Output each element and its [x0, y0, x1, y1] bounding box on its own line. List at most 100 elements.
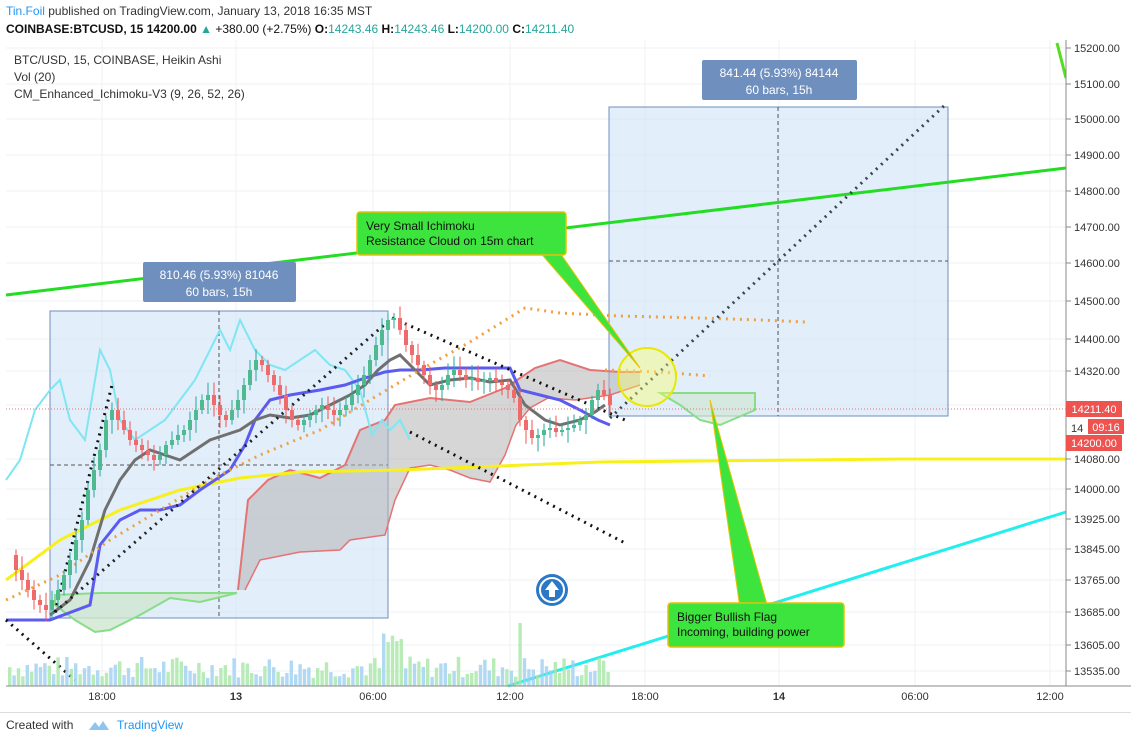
volume-bar	[21, 676, 25, 686]
volume-bar	[78, 674, 82, 686]
volume-bar	[232, 658, 236, 686]
volume-bar	[390, 635, 395, 686]
volume-bar	[575, 676, 579, 686]
volume-bar	[236, 677, 241, 686]
volume-bar	[197, 662, 201, 686]
volume-bar	[118, 661, 122, 686]
volume-bar	[434, 667, 439, 686]
candle-body	[380, 330, 384, 345]
candle-body	[308, 415, 312, 420]
volume-bars	[8, 622, 610, 686]
volume-bar	[580, 675, 584, 686]
candle-body	[98, 450, 102, 470]
time-tick-label: 12:00	[496, 691, 524, 703]
candle-body	[446, 375, 450, 385]
volume-bar	[597, 657, 601, 686]
volume-bar	[500, 667, 505, 686]
tradingview-brand-link[interactable]: TradingView	[117, 718, 184, 732]
volume-bar	[122, 675, 126, 686]
volume-bar	[364, 675, 368, 686]
volume-bar	[465, 673, 469, 686]
volume-bar	[368, 663, 373, 686]
price-tick-label: 14600.00	[1074, 258, 1120, 270]
volume-bar	[206, 677, 210, 686]
annotation-ichimoku[interactable]: Very Small Ichimoku Resistance Cloud on …	[356, 211, 641, 369]
legend-ichimoku[interactable]: CM_Enhanced_Ichimoku-V3 (9, 26, 52, 26)	[14, 87, 245, 101]
price-chart[interactable]: 810.46 (5.93%) 81046 60 bars, 15h 841.44…	[0, 40, 1131, 710]
candle-body	[416, 355, 420, 365]
volume-bar	[157, 672, 161, 686]
candle-body	[386, 320, 390, 330]
price-axis[interactable]	[1066, 40, 1131, 686]
open-value: 14243.46	[328, 22, 379, 36]
volume-bar	[544, 666, 549, 686]
volume-bar	[201, 672, 205, 686]
candle-body	[224, 415, 228, 420]
candle-body	[554, 428, 558, 432]
volume-bar	[166, 672, 170, 686]
candle-body	[56, 590, 60, 600]
scroll-up-button[interactable]	[536, 574, 568, 606]
symbol-label: COINBASE:BTCUSD, 15	[6, 22, 144, 36]
volume-bar	[170, 659, 175, 686]
volume-bar	[250, 672, 254, 686]
partial-tick: 14	[1071, 423, 1083, 435]
measure-left-line2: 60 bars, 15h	[186, 285, 253, 299]
price-tick-label: 13765.00	[1074, 575, 1120, 587]
candle-body	[356, 385, 360, 395]
volume-bar	[377, 667, 381, 686]
volume-bar	[571, 660, 575, 686]
volume-bar	[52, 674, 56, 686]
volume-bar	[439, 663, 443, 686]
volume-bar	[404, 668, 408, 686]
price-tick-label: 15100.00	[1074, 79, 1120, 91]
volume-bar	[333, 676, 337, 686]
volume-bar	[241, 662, 245, 686]
rise-line-main	[54, 316, 393, 614]
legend-volume[interactable]: Vol (20)	[14, 70, 56, 84]
candle-body	[608, 395, 612, 405]
volume-bar	[593, 670, 597, 686]
volume-bar	[25, 665, 29, 686]
volume-bar	[584, 665, 588, 686]
chart-area[interactable]: 810.46 (5.93%) 81046 60 bars, 15h 841.44…	[0, 40, 1131, 710]
volume-bar	[144, 668, 148, 686]
candle-body	[524, 420, 528, 430]
volume-bar	[478, 664, 483, 686]
volume-bar	[456, 656, 461, 686]
publish-info: Tin.Foil published on TradingView.com, J…	[6, 4, 372, 18]
candle-body	[50, 600, 54, 610]
volume-bar	[386, 642, 390, 686]
candle-body	[20, 570, 24, 580]
volume-bar	[373, 658, 377, 686]
green-cloud-left	[54, 592, 238, 634]
candle-body	[188, 420, 192, 430]
legend-series[interactable]: BTC/USD, 15, COINBASE, Heikin Ashi	[14, 53, 222, 67]
volume-bar	[536, 675, 540, 686]
volume-bar	[426, 658, 430, 686]
volume-bar	[113, 664, 117, 686]
candle-body	[26, 580, 30, 590]
price-tick-label: 13685.00	[1074, 607, 1120, 619]
candle-body	[332, 410, 336, 415]
price-tick-label: 14700.00	[1074, 222, 1120, 234]
volume-bar	[496, 676, 500, 686]
volume-bar	[131, 676, 135, 686]
flag-line-upper	[391, 316, 626, 422]
volume-bar	[474, 671, 478, 686]
annotation-ichimoku-line1: Very Small Ichimoku	[366, 219, 475, 233]
volume-bar	[258, 676, 263, 686]
price-tick-label: 13535.00	[1074, 666, 1120, 678]
volume-bar	[540, 659, 544, 686]
price-tick-label: 14320.00	[1074, 366, 1120, 378]
annotation-bull-flag[interactable]: Bigger Bullish Flag Incoming, building p…	[667, 399, 845, 648]
volume-bar	[452, 671, 456, 686]
candle-body	[470, 378, 474, 380]
volume-bar	[175, 657, 179, 686]
author-link[interactable]: Tin.Foil	[6, 4, 45, 18]
volume-bar	[184, 665, 188, 686]
volume-bar	[188, 670, 192, 686]
green-cloud-right	[656, 392, 756, 427]
volume-bar	[69, 668, 73, 686]
flag-line-lower	[409, 430, 626, 545]
